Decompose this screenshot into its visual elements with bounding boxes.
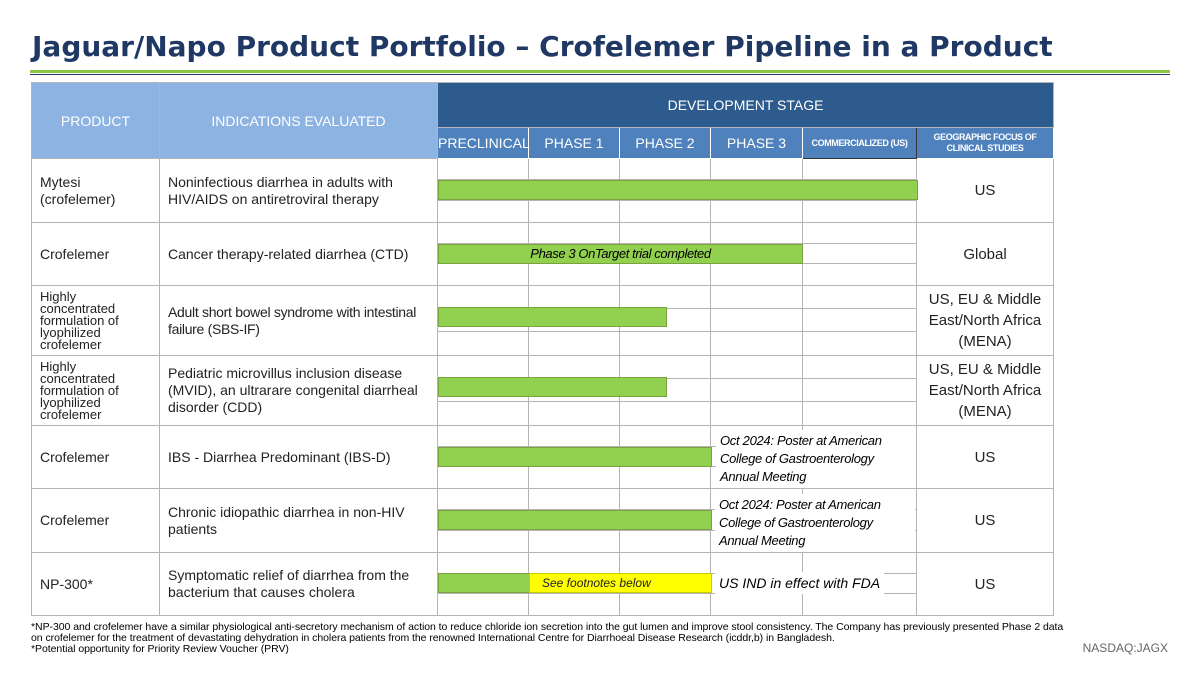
page-title: Jaguar/Napo Product Portfolio – Crofelem… <box>32 30 1053 63</box>
product-cell: Crofelemer <box>31 425 160 489</box>
indication-cell: Cancer therapy-related diarrhea (CTD) <box>159 222 438 286</box>
stage-cell: Oct 2024: Poster at American College of … <box>437 425 917 489</box>
product-cell: Mytesi (crofelemer) <box>31 158 160 223</box>
progress-bar <box>438 180 918 200</box>
pipeline-table: PRODUCT INDICATIONS EVALUATED DEVELOPMEN… <box>31 82 1055 616</box>
title-rule-navy <box>30 74 1170 75</box>
header-indications: INDICATIONS EVALUATED <box>159 82 438 159</box>
stage-cell: Oct 2024: Poster at American College of … <box>437 488 917 553</box>
progress-bar <box>438 447 712 467</box>
indication-cell: IBS - Diarrhea Predominant (IBS-D) <box>159 425 438 489</box>
geo-cell: US, EU & Middle East/North Africa (MENA) <box>915 285 1055 356</box>
status-note: Oct 2024: Poster at American College of … <box>715 494 915 552</box>
geo-cell: US <box>915 552 1055 616</box>
table-row: NP-300* Symptomatic relief of diarrhea f… <box>31 552 1055 616</box>
header-stage-phase-2: PHASE 2 <box>619 127 711 159</box>
geo-cell: US <box>915 488 1055 553</box>
title-rule-green <box>30 70 1170 73</box>
header-stage-commercialized: COMMERCIALIZED (US) <box>802 127 917 159</box>
product-cell: Highly concentrated formulation of lyoph… <box>31 355 160 426</box>
geo-cell: US <box>915 158 1055 223</box>
geo-cell: Global <box>915 222 1055 286</box>
stage-cell: Phase 3 OnTarget trial completed <box>437 222 917 286</box>
bar-label: Phase 3 OnTarget trial completed <box>530 246 711 261</box>
table-row: Crofelemer Cancer therapy-related diarrh… <box>31 222 1055 286</box>
footnote-text: *NP-300 and crofelemer have a similar ph… <box>31 621 1064 644</box>
indication-cell: Symptomatic relief of diarrhea from the … <box>159 552 438 616</box>
stage-cell <box>437 158 918 223</box>
progress-bar <box>438 307 667 327</box>
header-stage-preclinical: PRECLINICAL <box>437 127 530 159</box>
stage-cell: See footnotes below US IND in effect wit… <box>437 552 917 616</box>
indication-cell: Adult short bowel syndrome with intestin… <box>159 285 438 356</box>
progress-bar <box>438 244 803 264</box>
table-row: Highly concentrated formulation of lyoph… <box>31 355 1055 426</box>
table-row: Crofelemer Chronic idiopathic diarrhea i… <box>31 488 1055 553</box>
indication-cell: Noninfectious diarrhea in adults with HI… <box>159 158 438 223</box>
status-note: Oct 2024: Poster at American College of … <box>716 430 916 488</box>
product-cell: NP-300* <box>31 552 160 616</box>
header-stage-phase-3: PHASE 3 <box>710 127 803 159</box>
geo-cell: US, EU & Middle East/North Africa (MENA) <box>915 355 1055 426</box>
footnotes: *NP-300 and crofelemer have a similar ph… <box>31 622 1071 655</box>
progress-bar <box>438 510 712 530</box>
table-row: Crofelemer IBS - Diarrhea Predominant (I… <box>31 425 1055 489</box>
header-geographic-focus: GEOGRAPHIC FOCUS OF CLINICAL STUDIES <box>915 127 1055 159</box>
progress-bar <box>438 573 530 593</box>
indication-cell: Chronic idiopathic diarrhea in non-HIV p… <box>159 488 438 553</box>
table-row: Highly concentrated formulation of lyoph… <box>31 285 1055 356</box>
geo-cell: US <box>915 425 1055 489</box>
ticker-label: NASDAQ:JAGX <box>1082 641 1168 655</box>
product-cell: Crofelemer <box>31 222 160 286</box>
header-product: PRODUCT <box>31 82 160 159</box>
header-development-stage: DEVELOPMENT STAGE <box>436 82 1055 128</box>
stage-cell <box>437 285 917 356</box>
stage-cell <box>437 355 917 426</box>
header-stage-phase-1: PHASE 1 <box>528 127 620 159</box>
product-cell: Highly concentrated formulation of lyoph… <box>31 285 160 356</box>
product-cell: Crofelemer <box>31 488 160 553</box>
table-row: Mytesi (crofelemer) Noninfectious diarrh… <box>31 158 1055 223</box>
footnote-text: *Potential opportunity for Priority Revi… <box>31 643 289 655</box>
status-note: US IND in effect with FDA <box>715 572 885 594</box>
indication-cell: Pediatric microvillus inclusion disease … <box>159 355 438 426</box>
progress-bar <box>438 377 667 397</box>
footnote-highlight: See footnotes below <box>529 573 712 593</box>
